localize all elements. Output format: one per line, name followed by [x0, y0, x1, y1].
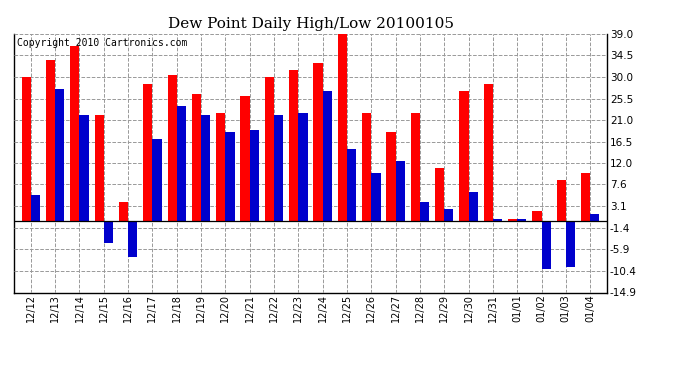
- Bar: [192, 94, 201, 221]
- Bar: [386, 132, 395, 221]
- Bar: [371, 173, 381, 221]
- Bar: [216, 113, 226, 221]
- Bar: [566, 221, 575, 267]
- Bar: [70, 46, 79, 221]
- Bar: [581, 173, 590, 221]
- Bar: [347, 149, 356, 221]
- Bar: [119, 202, 128, 221]
- Bar: [265, 77, 274, 221]
- Bar: [518, 219, 526, 221]
- Bar: [493, 219, 502, 221]
- Bar: [128, 221, 137, 257]
- Bar: [469, 192, 477, 221]
- Title: Dew Point Daily High/Low 20100105: Dew Point Daily High/Low 20100105: [168, 17, 453, 31]
- Bar: [435, 168, 444, 221]
- Bar: [152, 140, 161, 221]
- Bar: [104, 221, 113, 243]
- Bar: [313, 63, 323, 221]
- Bar: [557, 180, 566, 221]
- Bar: [289, 70, 298, 221]
- Bar: [55, 89, 64, 221]
- Bar: [508, 219, 518, 221]
- Bar: [532, 211, 542, 221]
- Bar: [362, 113, 371, 221]
- Bar: [21, 77, 31, 221]
- Bar: [250, 130, 259, 221]
- Bar: [95, 116, 103, 221]
- Bar: [298, 113, 308, 221]
- Bar: [46, 60, 55, 221]
- Bar: [274, 116, 284, 221]
- Bar: [542, 221, 551, 269]
- Bar: [420, 202, 429, 221]
- Bar: [168, 75, 177, 221]
- Bar: [323, 92, 332, 221]
- Bar: [444, 209, 453, 221]
- Bar: [144, 84, 152, 221]
- Bar: [177, 106, 186, 221]
- Text: Copyright 2010 Cartronics.com: Copyright 2010 Cartronics.com: [17, 38, 187, 48]
- Bar: [460, 92, 469, 221]
- Bar: [395, 161, 405, 221]
- Bar: [226, 132, 235, 221]
- Bar: [590, 214, 600, 221]
- Bar: [79, 116, 89, 221]
- Bar: [411, 113, 420, 221]
- Bar: [337, 34, 347, 221]
- Bar: [484, 84, 493, 221]
- Bar: [201, 116, 210, 221]
- Bar: [31, 195, 40, 221]
- Bar: [240, 96, 250, 221]
